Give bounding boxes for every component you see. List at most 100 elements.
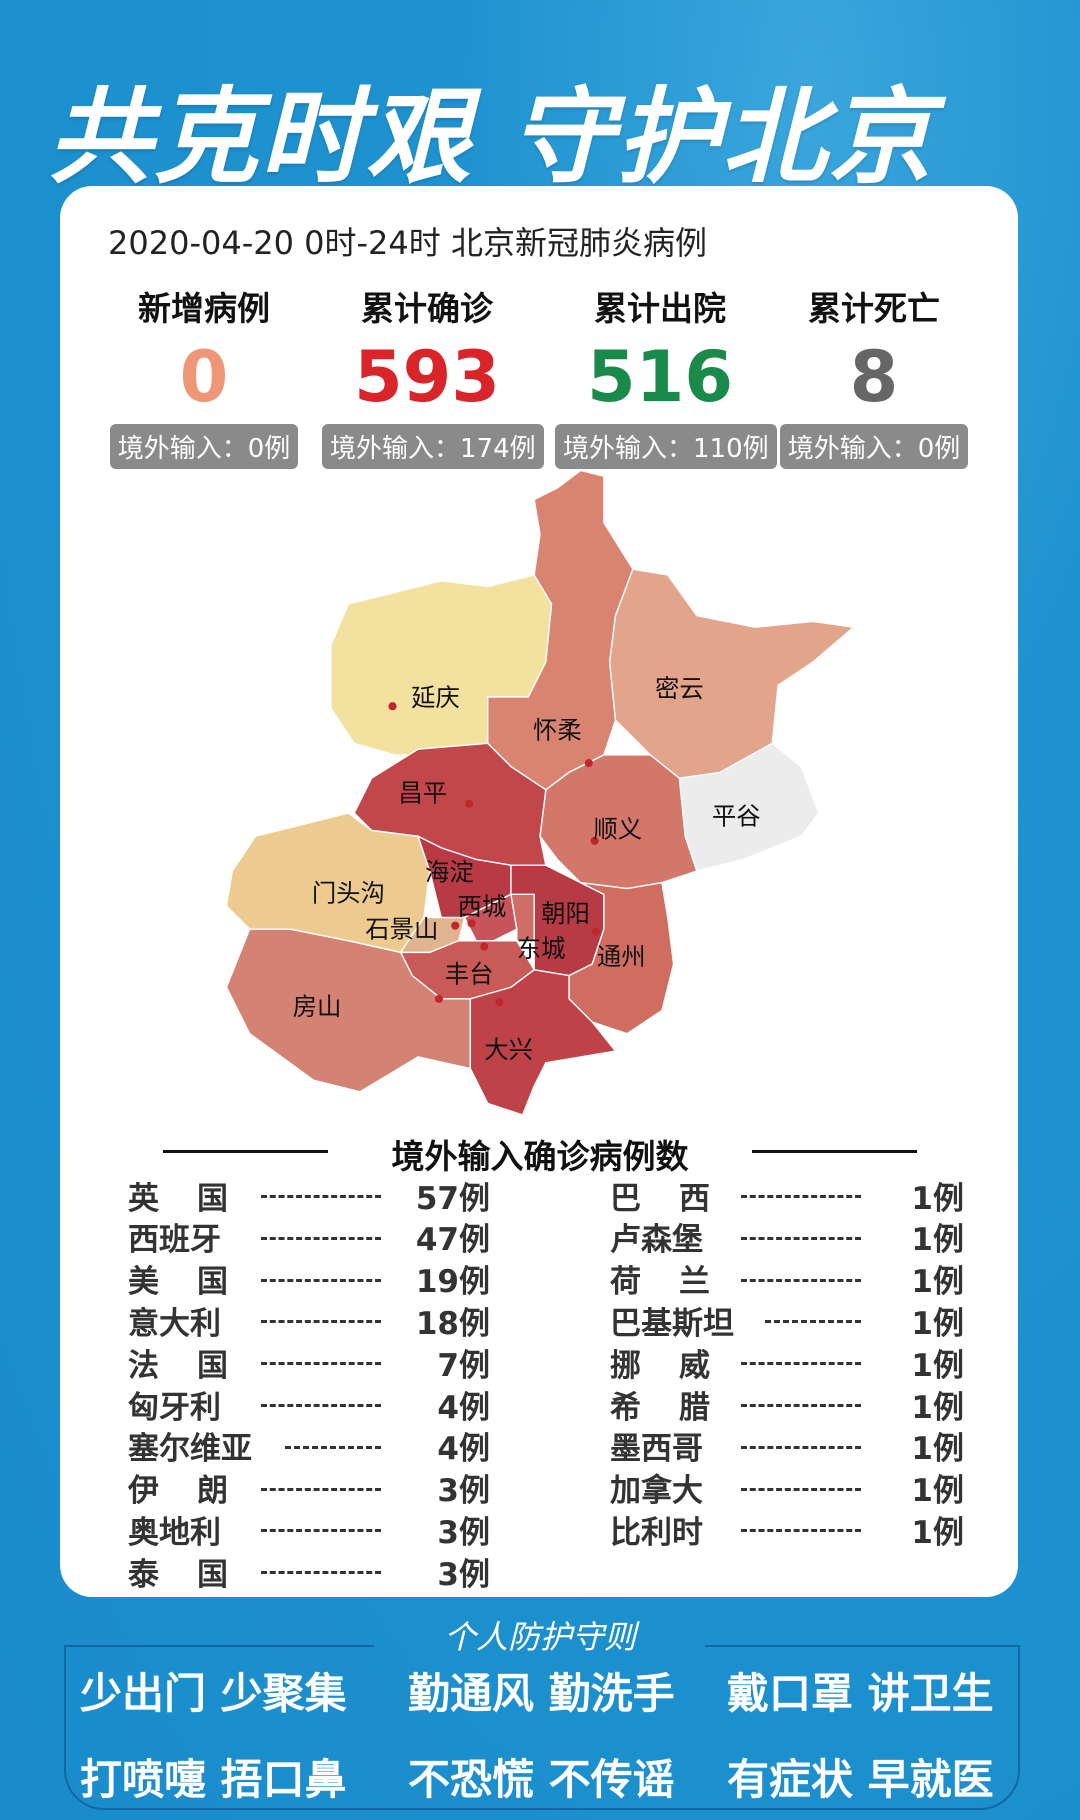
country-name: 墨西哥 [610, 1431, 703, 1468]
country-name: 法国 [128, 1347, 228, 1384]
country-name: 比利时 [610, 1514, 703, 1551]
stat-label: 累计死亡 [808, 289, 940, 328]
country-name: 卢森堡 [610, 1222, 703, 1259]
case-count: 1例 [911, 1389, 964, 1426]
poster-title: 共克时艰 守护北京 [48, 76, 935, 198]
case-count: 19例 [415, 1264, 490, 1301]
district-label: 东城 [517, 934, 566, 963]
case-count: 4例 [437, 1389, 490, 1426]
district-marker [388, 702, 397, 711]
district-2 [608, 568, 856, 779]
country-name: 泰国 [128, 1556, 228, 1593]
country-row: 匈牙利 4例 [0, 1383, 1080, 1426]
divider [163, 1150, 328, 1153]
stat-value: 516 [586, 336, 734, 418]
case-count: 1例 [911, 1264, 964, 1301]
stat-badge: 境外输入：0例 [779, 424, 969, 469]
country-name: 荷兰 [610, 1264, 710, 1301]
divider [752, 1150, 917, 1153]
district-marker [495, 998, 504, 1007]
dash-leader [741, 1487, 861, 1491]
district-label: 房山 [293, 992, 342, 1021]
case-count: 57例 [415, 1180, 490, 1217]
dash-leader [261, 1362, 381, 1366]
district-marker [480, 942, 489, 951]
dash-leader [741, 1445, 861, 1449]
country-name: 加拿大 [610, 1473, 703, 1510]
district-label: 顺义 [593, 814, 642, 843]
district-label: 石景山 [365, 914, 438, 943]
district-marker [434, 994, 444, 1003]
district-4 [539, 754, 698, 890]
country-row: 英国 57例 [0, 1174, 1080, 1217]
district-label: 通州 [597, 942, 646, 971]
stat-new-cases: 新增病例 0 境外输入：0例 [99, 282, 309, 469]
district-label: 西城 [458, 892, 507, 921]
stat-total-confirmed: 累计确诊 593 境外输入：174例 [322, 282, 544, 469]
stat-badge: 境外输入：174例 [322, 424, 544, 469]
district-label: 密云 [655, 674, 704, 703]
country-name: 挪威 [610, 1347, 710, 1384]
dash-leader [741, 1362, 861, 1366]
dash-leader [261, 1320, 381, 1324]
district-14 [225, 928, 472, 1093]
rules-box [64, 1645, 1020, 1810]
district-label: 海淀 [425, 857, 474, 886]
divider [64, 1645, 374, 1647]
district-label: 延庆 [411, 683, 460, 712]
stat-total-discharged: 累计出院 516 境外输入：110例 [555, 282, 777, 469]
case-count: 1例 [911, 1222, 964, 1259]
dash-leader [741, 1236, 861, 1240]
country-name: 巴西 [610, 1180, 710, 1217]
district-15 [469, 969, 617, 1116]
foreign-section-title: 境外输入确诊病例数 [391, 1137, 689, 1176]
country-row: 法国 7例 [0, 1341, 1080, 1384]
dash-leader [765, 1320, 861, 1324]
dash-leader [285, 1445, 381, 1449]
case-count: 1例 [911, 1473, 964, 1510]
dash-leader [261, 1278, 381, 1282]
district-label: 丰台 [445, 960, 494, 989]
rule-item: 打喷嚏 捂口鼻 [80, 1755, 347, 1804]
date-line: 2020-04-20 0时-24时 北京新冠肺炎病例 [108, 224, 707, 262]
case-count: 3例 [437, 1514, 490, 1551]
case-count: 1例 [911, 1305, 964, 1342]
country-name: 希腊 [610, 1389, 710, 1426]
district-label: 朝阳 [541, 899, 590, 928]
stat-badge: 境外输入：0例 [109, 424, 299, 469]
country-row: 比利时 1例 [0, 1508, 1080, 1551]
stat-label: 新增病例 [138, 289, 270, 328]
dash-leader [741, 1529, 861, 1533]
district-label: 怀柔 [533, 716, 582, 745]
country-name: 匈牙利 [128, 1389, 221, 1426]
stat-value: 593 [353, 336, 501, 418]
rule-item: 少出门 少聚集 [80, 1669, 347, 1718]
country-row: 奥地利 3例 [0, 1508, 1080, 1551]
stat-label: 累计确诊 [361, 289, 493, 328]
stat-total-deaths: 累计死亡 8 境外输入：0例 [769, 282, 979, 469]
rule-item: 不恐慌 不传谣 [408, 1755, 675, 1804]
dash-leader [261, 1571, 381, 1575]
country-row: 卢森堡 1例 [0, 1216, 1080, 1258]
country-row: 伊朗 3例 [0, 1467, 1080, 1509]
dash-leader [261, 1195, 381, 1198]
dash-leader [741, 1278, 861, 1282]
dash-leader [261, 1529, 381, 1533]
country-name: 意大利 [128, 1305, 221, 1342]
country-name: 巴基斯坦 [610, 1305, 734, 1342]
district-marker [451, 921, 460, 930]
divider [705, 1645, 1020, 1647]
dash-leader [261, 1236, 381, 1240]
country-name: 美国 [128, 1264, 228, 1301]
rule-item: 戴口罩 讲卫生 [727, 1669, 994, 1718]
country-row: 墨西哥 1例 [0, 1425, 1080, 1467]
country-row: 巴基斯坦 1例 [0, 1299, 1080, 1342]
district-marker [591, 927, 600, 936]
district-marker [465, 799, 474, 808]
dash-leader [741, 1404, 861, 1407]
country-row: 西班牙 47例 [0, 1216, 1080, 1258]
country-row: 泰国 3例 [0, 1550, 1080, 1593]
case-count: 47例 [415, 1222, 490, 1259]
